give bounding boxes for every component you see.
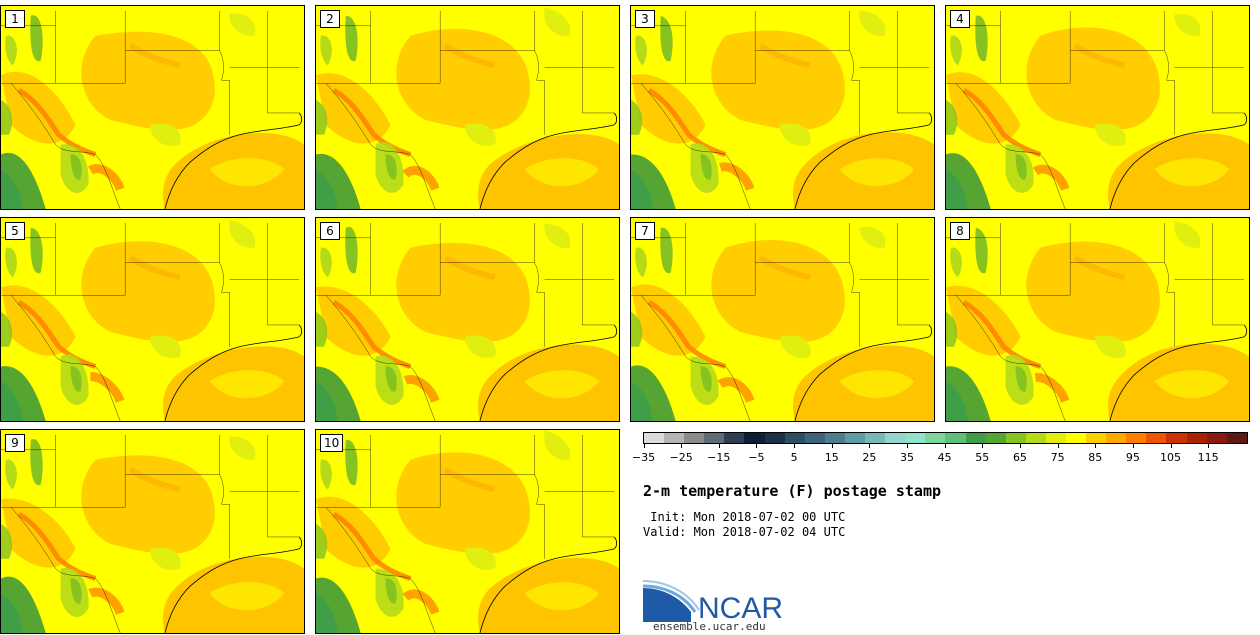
colorbar-swatch: [1025, 433, 1046, 443]
colorbar-swatch: [925, 433, 946, 443]
colorbar-swatch: [1206, 433, 1227, 443]
colorbar-tick-label: 25: [862, 451, 877, 464]
colorbar-swatch: [804, 433, 825, 443]
colorbar-ticks: −35 −25 −15 −5 5 15 25 35 45 55 65 75 85 95 105 115: [632, 444, 1248, 466]
colorbar-swatch: [945, 433, 966, 443]
colorbar-swatch: [844, 433, 866, 443]
ensemble-member-panel: 3: [630, 5, 935, 210]
colorbar-tick-label: −15: [707, 451, 731, 464]
colorbar-tick: [794, 444, 796, 448]
colorbar-tick-label: −35: [631, 451, 656, 464]
member-number-label: 6: [320, 222, 340, 240]
ensemble-member-panel: 4: [945, 5, 1250, 210]
member-number-label: 8: [950, 222, 970, 240]
ensemble-member-panel: 6: [315, 217, 620, 422]
colorbar-swatch: [784, 433, 805, 443]
colorbar-swatch: [824, 433, 845, 443]
ensemble-member-panel: 5: [0, 217, 305, 422]
colorbar-tick: [1019, 444, 1021, 448]
colorbar-swatch: [1126, 433, 1147, 443]
colorbar-tick: [982, 444, 984, 448]
colorbar-tick: [831, 444, 833, 448]
colorbar-tick: [681, 444, 683, 448]
ensemble-member-panel: 10: [315, 429, 620, 634]
colorbar-swatch: [1226, 433, 1247, 443]
colorbar-tick-label: 45: [937, 451, 952, 464]
logo-url: ensemble.ucar.edu: [653, 620, 766, 633]
colorbar-swatch: [1106, 433, 1127, 443]
colorbar-tick: [718, 444, 720, 448]
colorbar-swatch: [724, 433, 745, 443]
colorbar-swatch: [1146, 433, 1167, 443]
colorbar-tick: [1132, 444, 1134, 448]
colorbar-swatch: [1045, 433, 1066, 443]
colorbar-swatch: [1005, 433, 1026, 443]
colorbar-tick-label: −25: [669, 451, 693, 464]
colorbar-tick-label: 5: [790, 451, 798, 464]
colorbar-tick: [1170, 444, 1172, 448]
valid-time: Valid: Mon 2018-07-02 04 UTC: [643, 525, 846, 539]
ensemble-member-panel: 2: [315, 5, 620, 210]
colorbar-swatch: [965, 433, 986, 443]
colorbar-swatch: [865, 433, 886, 443]
temperature-colorbar: [643, 432, 1248, 444]
ensemble-member-panel: 1: [0, 5, 305, 210]
colorbar-tick: [907, 444, 908, 448]
colorbar-swatch: [885, 433, 906, 443]
colorbar-swatch: [1166, 433, 1187, 443]
colorbar-tick-label: 35: [900, 451, 914, 464]
colorbar-tick-label: 85: [1088, 451, 1103, 464]
colorbar-swatch: [1086, 433, 1107, 443]
colorbar-tick-label: 105: [1160, 451, 1182, 464]
colorbar-tick: [1095, 444, 1097, 448]
member-number-label: 4: [950, 10, 970, 28]
member-number-label: 9: [5, 434, 25, 452]
colorbar-tick: [643, 444, 645, 448]
ensemble-member-panel: 8: [945, 217, 1250, 422]
member-number-label: 1: [5, 10, 25, 28]
colorbar-swatch: [905, 433, 926, 443]
colorbar-tick-label: 75: [1050, 451, 1065, 464]
member-number-label: 7: [635, 222, 655, 240]
colorbar-tick-label: 115: [1197, 451, 1219, 464]
colorbar-swatch: [985, 433, 1006, 443]
figure-title: 2-m temperature (F) postage stamp: [643, 482, 942, 500]
member-number-label: 3: [635, 10, 655, 28]
colorbar-swatch: [684, 433, 705, 443]
ensemble-member-panel: 7: [630, 217, 935, 422]
colorbar-swatch: [744, 433, 765, 443]
colorbar-tick-label: −5: [748, 451, 765, 464]
member-number-label: 2: [320, 10, 340, 28]
colorbar-swatch: [644, 433, 665, 443]
colorbar-tick: [1208, 444, 1210, 448]
ncar-logo: NCAR: [643, 580, 783, 622]
svg-text:NCAR: NCAR: [698, 592, 783, 622]
ensemble-member-panel: 9: [0, 429, 305, 634]
colorbar-swatch: [704, 433, 725, 443]
colorbar-swatch: [1186, 433, 1207, 443]
colorbar-swatch: [664, 433, 685, 443]
colorbar-tick: [756, 444, 758, 448]
colorbar-swatch: [1065, 433, 1087, 443]
colorbar-tick-label: 95: [1125, 451, 1140, 464]
colorbar-tick-label: 15: [824, 451, 839, 464]
member-number-label: 5: [5, 222, 25, 240]
member-number-label: 10: [320, 434, 344, 452]
colorbar-tick: [944, 444, 946, 448]
init-time: Init: Mon 2018-07-02 00 UTC: [643, 510, 846, 524]
colorbar-tick: [1057, 444, 1059, 448]
colorbar-tick-label: 55: [975, 451, 990, 464]
colorbar-tick: [869, 444, 871, 448]
colorbar-swatch: [764, 433, 785, 443]
colorbar-tick-label: 65: [1012, 451, 1027, 464]
